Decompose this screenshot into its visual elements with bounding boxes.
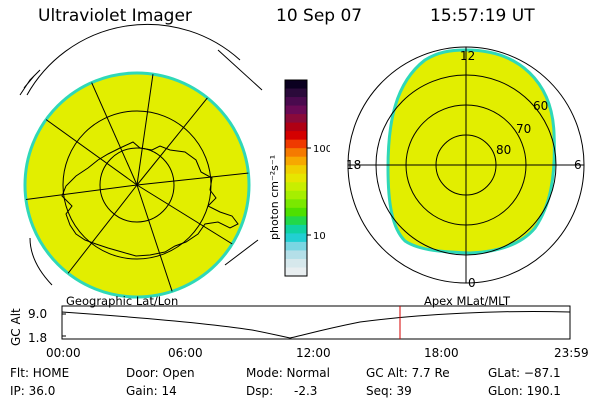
magnetic-auroral-image: [386, 48, 556, 255]
longitude-line: [136, 184, 176, 297]
colorbar-cell: [285, 131, 307, 141]
magnetic-map: 12 0 18 6 60 70 80: [346, 46, 585, 290]
colorbar-cell: [285, 139, 307, 149]
longitude-line: [54, 184, 138, 291]
geographic-latitude: GLat: −87.1: [488, 366, 561, 380]
gc-altitude: GC Alt: 7.7 Re: [366, 366, 450, 380]
longitude-line: [217, 49, 263, 91]
time-tick-label: 18:00: [424, 346, 459, 360]
instrument-title: Ultraviolet Imager: [38, 6, 192, 26]
magnetic-caption: Apex MLat/MLT: [424, 294, 511, 308]
antarctica-coastline: [61, 141, 239, 257]
colorbar-cell: [285, 199, 307, 209]
colorbar-cell: [285, 80, 307, 90]
longitude-line: [136, 171, 249, 186]
geographic-map: [19, 23, 263, 299]
mlat-label: 60: [533, 99, 548, 113]
mlt-label-dawn: 6: [574, 158, 582, 172]
colorbar-cell: [285, 97, 307, 107]
altitude-curve: [61, 311, 571, 339]
dsp-label: Dsp:: [246, 384, 274, 398]
colorbar-tick-label: 100: [313, 144, 330, 155]
mlt-label-noon: 12: [460, 49, 475, 63]
altitude-plot-frame: [61, 305, 571, 340]
mlat-label: 80: [496, 143, 511, 157]
colorbar-cell: [285, 241, 307, 252]
longitude-line: [74, 73, 138, 186]
sequence-number: Seq: 39: [366, 384, 412, 398]
dsp-value: -2.3: [294, 384, 318, 398]
colorbar-cell: [285, 190, 307, 200]
mlt-label-dusk: 18: [346, 158, 361, 172]
altitude-plot: GC Alt 9.0 1.8: [9, 305, 571, 346]
colorbar-cell: [285, 88, 307, 98]
colorbar-cell: [285, 173, 307, 183]
ip-value: IP: 36.0: [10, 384, 56, 398]
colorbar-cell: [285, 216, 307, 226]
colorbar-scale: [285, 80, 307, 277]
latitude-circle: [99, 147, 175, 223]
mlat-label: 70: [516, 122, 531, 136]
altitude-tick-label: 9.0: [28, 307, 47, 321]
longitude-line: [29, 107, 138, 186]
geographic-longitude: GLon: 190.1: [488, 384, 561, 398]
colorbar-cell: [285, 182, 307, 192]
altitude-tick-label: 1.8: [28, 331, 47, 345]
colorbar-cell: [285, 258, 307, 269]
time-tick-label: 12:00: [296, 346, 331, 360]
observation-time: 15:57:19 UT: [430, 6, 535, 26]
gain-value: Gain: 14: [126, 384, 177, 398]
door-status: Door: Open: [126, 366, 195, 380]
colorbar-cell: [285, 148, 307, 158]
time-tick-label: 23:59: [554, 346, 589, 360]
longitude-line: [25, 184, 138, 201]
colorbar-cell: [285, 114, 307, 124]
colorbar-cell: [285, 233, 307, 243]
colorbar-unit-label: photon cm⁻²s⁻¹: [268, 155, 281, 240]
outer-latitude-arc: [26, 23, 241, 96]
colorbar-cell: [285, 105, 307, 115]
flight-status: Flt: HOME: [10, 366, 70, 380]
colorbar-cell: [285, 250, 307, 260]
colorbar-cell: [285, 207, 307, 217]
colorbar-cell: [285, 122, 307, 132]
observation-date: 10 Sep 07: [276, 6, 363, 26]
colorbar-cell: [285, 156, 307, 166]
mlt-label-midnight: 0: [468, 276, 476, 290]
time-tick-label: 06:00: [168, 346, 203, 360]
colorbar-frame: [284, 79, 308, 277]
colorbar-cell: [285, 267, 307, 277]
longitude-line: [224, 239, 259, 266]
colorbar-cell: [285, 165, 307, 175]
colorbar-tick-label: 10: [313, 231, 326, 242]
longitude-line: [136, 73, 156, 186]
outer-latitude-arc: [29, 237, 53, 286]
colorbar-cell: [285, 224, 307, 234]
time-tick-label: 00:00: [46, 346, 81, 360]
altitude-axis-label: GC Alt: [9, 308, 23, 346]
coastline-fragment: [19, 69, 41, 96]
intensity-colorbar: 100 10 photon cm⁻²s⁻¹: [268, 79, 330, 277]
mode-status: Mode: Normal: [246, 366, 330, 380]
geographic-caption: Geographic Lat/Lon: [66, 294, 179, 308]
